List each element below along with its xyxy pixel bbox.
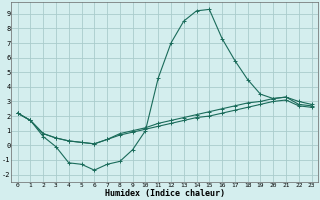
X-axis label: Humidex (Indice chaleur): Humidex (Indice chaleur) bbox=[105, 189, 225, 198]
